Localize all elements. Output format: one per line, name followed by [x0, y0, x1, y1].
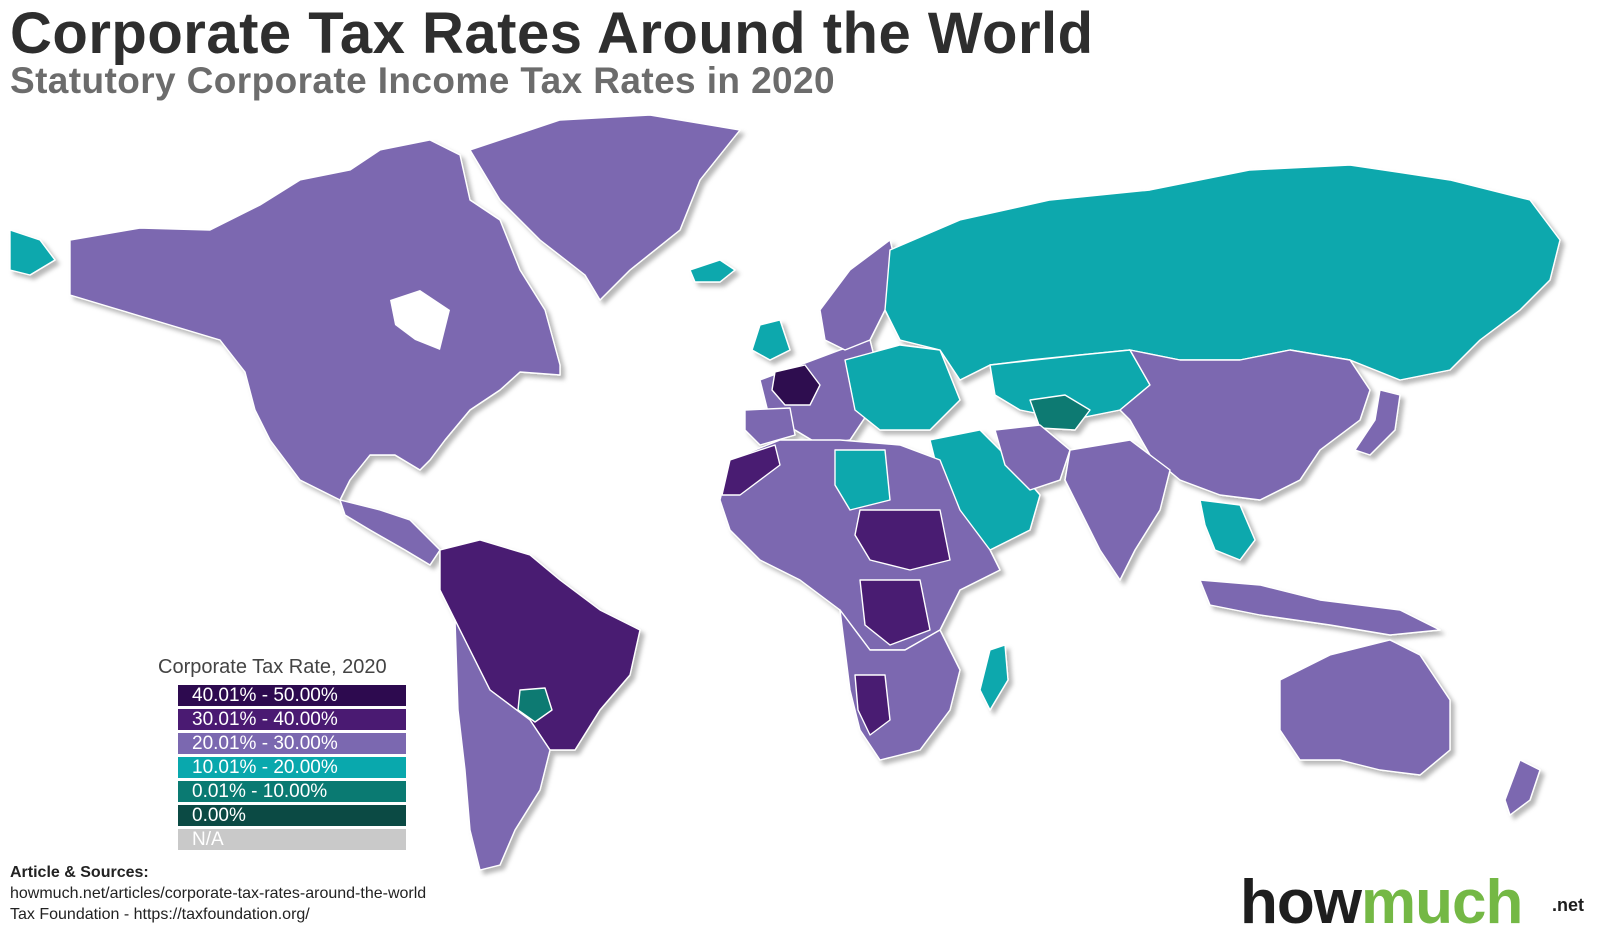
- region-far-east-russia-west: [9, 229, 56, 276]
- sources-link-taxfoundation[interactable]: Tax Foundation - https://taxfoundation.o…: [10, 906, 310, 923]
- region-libya: [834, 449, 891, 511]
- region-paraguay: [517, 687, 553, 723]
- legend-item-30-40: 30.01% - 40.00%: [178, 709, 406, 730]
- legend-item-10-20: 10.01% - 20.00%: [178, 757, 406, 778]
- region-uzbekistan: [1029, 394, 1091, 431]
- region-china: [1119, 349, 1371, 501]
- region-russia: [884, 164, 1561, 381]
- brand-part-much: much: [1360, 868, 1523, 937]
- region-iran: [994, 424, 1071, 491]
- legend-item-40-50: 40.01% - 50.00%: [178, 685, 406, 706]
- sources-heading: Article & Sources:: [10, 864, 149, 881]
- legend-item-na: N/A: [178, 829, 406, 850]
- region-france: [771, 364, 821, 406]
- legend-item-zero: 0.00%: [178, 805, 406, 826]
- legend-item-20-30: 20.01% - 30.00%: [178, 733, 406, 754]
- region-chad-sudan: [854, 509, 951, 571]
- region-southeast-asia: [1199, 499, 1256, 561]
- sources-link-article[interactable]: howmuch.net/articles/corporate-tax-rates…: [10, 885, 427, 902]
- region-new-zealand: [1504, 759, 1541, 816]
- region-indonesia: [1199, 579, 1441, 636]
- sources-block: Article & Sources: howmuch.net/articles/…: [10, 862, 426, 925]
- legend-item-0-10: 0.01% - 10.00%: [178, 781, 406, 802]
- region-iberia: [744, 407, 796, 446]
- region-madagascar: [979, 644, 1009, 711]
- region-morocco: [721, 444, 781, 496]
- region-central-america: [339, 499, 441, 566]
- region-eastern-europe: [844, 344, 961, 431]
- region-japan: [1354, 389, 1401, 456]
- map-legend: Corporate Tax Rate, 2020 40.01% - 50.00%…: [158, 656, 418, 853]
- region-greenland: [469, 114, 741, 301]
- world-map: [0, 110, 1600, 890]
- legend-title: Corporate Tax Rate, 2020: [158, 656, 387, 678]
- region-south-america-south: [454, 619, 551, 871]
- page-subtitle: Statutory Corporate Income Tax Rates in …: [10, 60, 835, 101]
- region-central-africa: [859, 579, 931, 646]
- brand-part-how: how: [1240, 868, 1362, 937]
- brand-suffix: .net: [1552, 895, 1585, 915]
- brand-logo[interactable]: howmuch .net: [1240, 872, 1584, 934]
- region-north-america: [69, 139, 561, 501]
- region-iceland: [689, 259, 736, 283]
- region-india: [1064, 439, 1171, 581]
- region-uk: [751, 319, 791, 361]
- region-australia: [1279, 639, 1451, 776]
- region-africa-north: [719, 439, 1001, 651]
- page-title: Corporate Tax Rates Around the World: [10, 1, 1094, 66]
- region-namibia: [854, 674, 891, 736]
